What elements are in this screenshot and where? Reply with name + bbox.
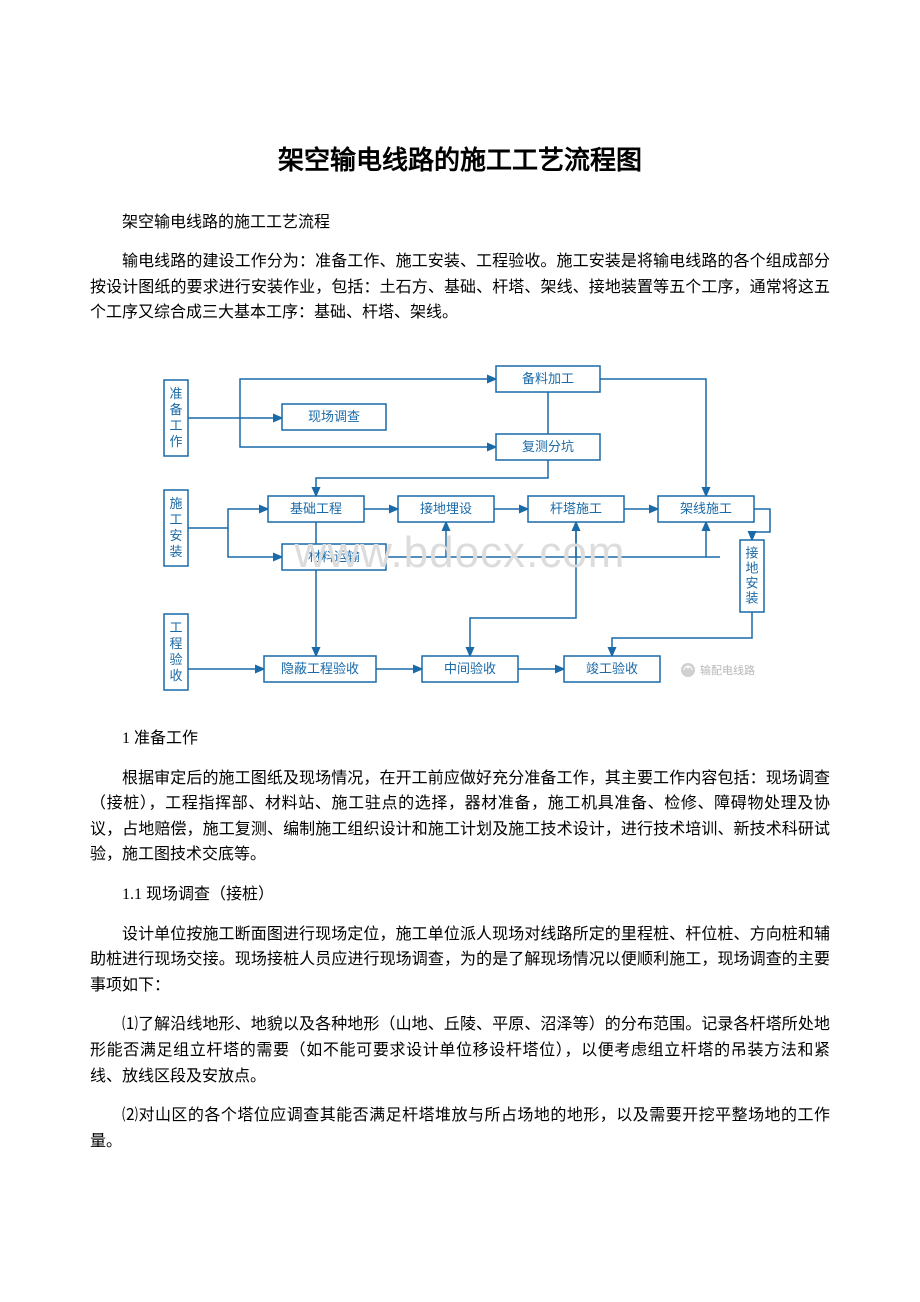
svg-text:施: 施 (169, 496, 182, 511)
list-item-1: ⑴了解沿线地形、地貌以及各种地形（山地、丘陵、平原、沼泽等）的分布范围。记录各杆… (90, 1012, 830, 1089)
flow-edge (470, 522, 576, 656)
flow-edge (600, 379, 706, 496)
svg-text:作: 作 (169, 434, 182, 449)
section-1-para: 根据审定后的施工图纸及现场情况，在开工前应做好充分准备工作，其主要工作内容包括：… (90, 766, 830, 868)
intro-line-2: 输电线路的建设工作分为：准备工作、施工安装、工程验收。施工安装是将输电线路的各个… (90, 249, 830, 326)
svg-text:竣工验收: 竣工验收 (586, 661, 638, 676)
svg-text:收: 收 (169, 668, 182, 683)
flowchart-container: www.bdocx.com 准备工作施工安装工程验收 备料加工现场调查复测分坑基… (140, 356, 780, 696)
svg-text:工: 工 (169, 418, 182, 433)
intro-line-1: 架空输电线路的施工工艺流程 (90, 210, 830, 236)
svg-text:地: 地 (745, 560, 758, 575)
svg-text:准: 准 (169, 386, 182, 401)
svg-text:验: 验 (169, 652, 182, 667)
svg-text:接地埋设: 接地埋设 (420, 501, 472, 516)
svg-text:中间验收: 中间验收 (444, 661, 496, 676)
svg-text:装: 装 (745, 590, 758, 605)
svg-text:现场调查: 现场调查 (308, 409, 360, 424)
svg-text:安: 安 (745, 575, 758, 590)
flowchart-svg: 准备工作施工安装工程验收 备料加工现场调查复测分坑基础工程接地埋设杆塔施工架线施… (140, 356, 780, 696)
svg-text:架线施工: 架线施工 (680, 501, 732, 516)
svg-text:安: 安 (169, 528, 182, 543)
svg-text:复测分坑: 复测分坑 (522, 439, 574, 454)
svg-text:输配电线路: 输配电线路 (700, 663, 755, 677)
section-1-1-para: 设计单位按施工断面图进行现场定位，施工单位派人现场对线路所定的里程桩、杆位桩、方… (90, 922, 830, 999)
svg-text:工: 工 (169, 620, 182, 635)
flow-edge (316, 460, 548, 496)
corner-badge: 输配电线路 (681, 663, 755, 677)
svg-text:杆塔施工: 杆塔施工 (550, 501, 602, 516)
flow-edge (612, 612, 752, 656)
section-1-heading: 1 准备工作 (90, 726, 830, 752)
svg-text:程: 程 (169, 636, 182, 651)
svg-text:材料运输: 材料运输 (308, 549, 360, 564)
svg-text:备料加工: 备料加工 (522, 371, 574, 386)
list-item-2: ⑵对山区的各个塔位应调查其能否满足杆塔堆放与所占场地的地形，以及需要开挖平整场地… (90, 1103, 830, 1154)
svg-text:基础工程: 基础工程 (290, 501, 342, 516)
svg-text:接: 接 (745, 545, 758, 560)
svg-text:隐蔽工程验收: 隐蔽工程验收 (281, 661, 359, 676)
svg-text:工: 工 (169, 512, 182, 527)
page-title: 架空输电线路的施工工艺流程图 (90, 140, 830, 182)
flow-edge (228, 528, 282, 557)
flow-edge (188, 509, 268, 528)
section-1-1-heading: 1.1 现场调查（接桩） (90, 882, 830, 908)
svg-text:备: 备 (169, 402, 182, 417)
svg-text:装: 装 (169, 544, 182, 559)
